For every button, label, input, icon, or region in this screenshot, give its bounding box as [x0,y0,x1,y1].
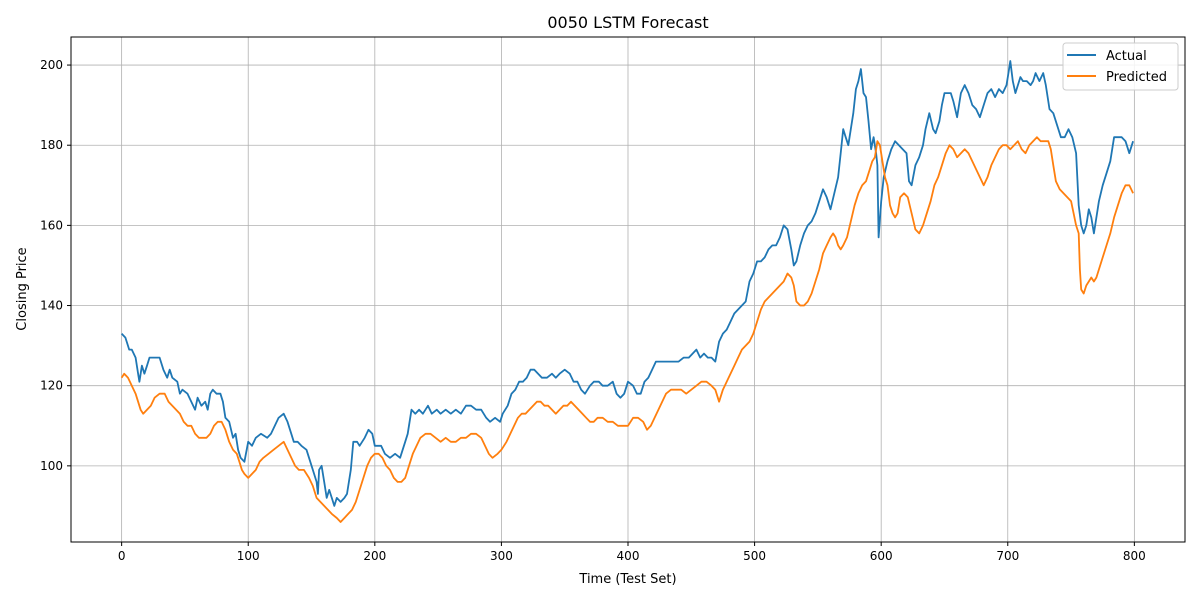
x-tick-label: 300 [490,549,513,563]
x-tick-label: 0 [118,549,126,563]
x-axis-ticks: 0 100 200 300 400 500 600 700 800 [118,542,1146,563]
y-tick-label: 200 [40,58,63,72]
y-axis-ticks: 100 120 140 160 180 200 [40,58,71,473]
y-tick-label: 140 [40,299,63,313]
x-tick-label: 700 [996,549,1019,563]
legend-label-predicted: Predicted [1106,70,1167,85]
x-tick-label: 800 [1123,549,1146,563]
x-axis-label: Time (Test Set) [578,572,676,587]
x-tick-label: 400 [617,549,640,563]
x-tick-label: 200 [363,549,386,563]
grid-lines [71,37,1185,542]
y-tick-label: 120 [40,379,63,393]
x-tick-label: 600 [870,549,893,563]
y-tick-label: 180 [40,138,63,152]
y-tick-label: 100 [40,459,63,473]
series-line-actual [120,60,1134,507]
y-axis-label: Closing Price [15,247,30,330]
x-tick-label: 500 [743,549,766,563]
chart-title: 0050 LSTM Forecast [547,13,708,32]
series-layer [120,60,1134,523]
x-tick-label: 100 [237,549,260,563]
legend-label-actual: Actual [1106,49,1147,64]
y-tick-label: 160 [40,218,63,232]
legend: Actual Predicted [1062,42,1179,91]
series-line-predicted [120,136,1134,523]
